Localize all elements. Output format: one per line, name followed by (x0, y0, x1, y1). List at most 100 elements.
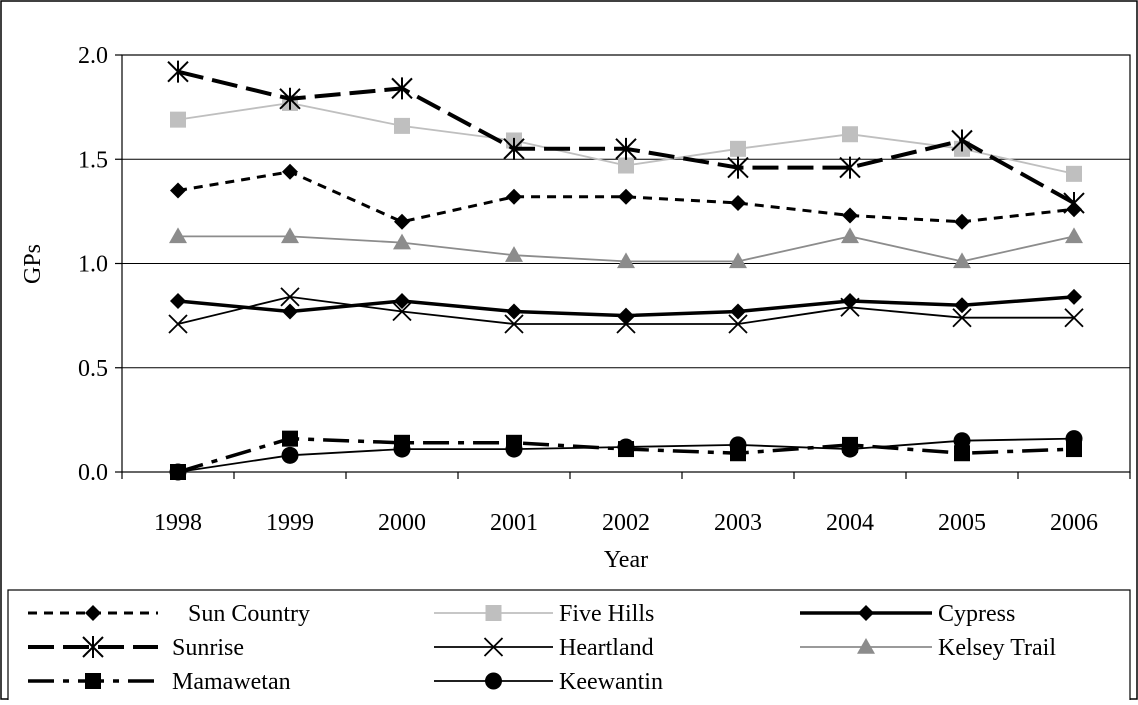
data-point-sun-country (394, 213, 410, 230)
x-tick-label: 1998 (154, 510, 202, 536)
data-point-five-hills (394, 117, 410, 134)
x-axis-label: Year (604, 547, 648, 573)
data-point-kelsey-trail (841, 227, 859, 244)
data-point-keewantin (729, 436, 747, 454)
data-point-sunrise (1063, 192, 1085, 215)
data-point-sun-country (954, 213, 970, 230)
legend-label: Mamawetan (172, 669, 291, 695)
data-point-sunrise (279, 87, 301, 110)
legend-marker (485, 672, 502, 690)
data-point-kelsey-trail (1065, 227, 1083, 244)
data-point-kelsey-trail (169, 227, 187, 244)
data-point-cypress (282, 303, 298, 320)
legend-label: Heartland (559, 635, 654, 661)
data-point-heartland (1064, 308, 1084, 328)
series-heartland (168, 287, 1084, 334)
y-axis-label: GPs (20, 244, 46, 284)
data-point-keewantin (617, 438, 635, 456)
data-point-kelsey-trail (953, 252, 971, 269)
y-tick-label: 0.5 (78, 356, 108, 382)
data-point-sunrise (503, 137, 525, 160)
data-point-five-hills (170, 111, 186, 128)
legend-item-sunrise: Sunrise (28, 635, 244, 661)
data-point-keewantin (841, 440, 859, 458)
x-tick-label: 2004 (826, 510, 874, 536)
series-kelsey-trail (169, 227, 1083, 269)
legend-marker (85, 673, 101, 689)
data-point-five-hills (1066, 165, 1082, 182)
data-point-sunrise (615, 137, 637, 160)
legend-item-sun-country: Sun Country (28, 601, 310, 627)
data-point-sun-country (842, 207, 858, 224)
data-point-sunrise (951, 129, 973, 152)
data-point-sunrise (727, 156, 749, 179)
data-point-cypress (842, 293, 858, 310)
x-tick-label: 2003 (714, 510, 762, 536)
data-point-cypress (394, 293, 410, 310)
data-point-heartland (392, 301, 412, 322)
data-point-heartland (616, 314, 636, 334)
legend-marker (82, 636, 104, 658)
y-tick-label: 2.0 (78, 43, 108, 69)
data-point-mamawetan (282, 430, 298, 447)
y-tick-label: 0.0 (78, 460, 108, 486)
data-point-cypress (730, 303, 746, 320)
data-point-cypress (170, 293, 186, 310)
y-tick-label: 1.0 (78, 252, 108, 278)
legend-item-keewantin: Keewantin (434, 669, 663, 695)
legend-marker (857, 638, 875, 654)
legend-marker (858, 605, 874, 621)
data-point-five-hills (842, 126, 858, 143)
data-point-mamawetan (954, 445, 970, 462)
data-point-sunrise (839, 156, 861, 179)
data-point-cypress (506, 303, 522, 320)
y-axis-ticks: 0.0 0.5 1.0 1.5 2.0 (78, 43, 122, 486)
x-tick-label: 2002 (602, 510, 650, 536)
data-point-sunrise (391, 77, 413, 100)
data-point-kelsey-trail (505, 246, 523, 262)
data-point-keewantin (393, 440, 411, 458)
data-point-heartland (168, 314, 188, 334)
data-point-kelsey-trail (729, 252, 747, 269)
data-point-cypress (1066, 288, 1082, 305)
data-point-keewantin (281, 446, 299, 464)
x-axis-ticks: 1998 1999 2000 2001 2002 2003 2004 2005 2006 (121, 472, 1131, 536)
data-point-kelsey-trail (393, 233, 411, 250)
legend-item-cypress: Cypress (800, 601, 1015, 627)
legend-item-kelsey-trail: Kelsey Trail (800, 635, 1056, 661)
legend-label: Kelsey Trail (938, 635, 1056, 661)
data-point-kelsey-trail (617, 252, 635, 269)
data-point-five-hills (618, 157, 634, 174)
data-point-keewantin (1065, 430, 1083, 448)
legend-marker (483, 637, 504, 657)
data-point-sunrise (167, 60, 189, 83)
legend-marker (85, 605, 101, 621)
data-point-heartland (952, 308, 972, 328)
data-point-heartland (280, 287, 300, 307)
data-point-heartland (504, 314, 524, 334)
data-point-keewantin (169, 463, 187, 481)
data-point-keewantin (953, 432, 971, 450)
legend-label: Cypress (938, 601, 1015, 627)
data-point-kelsey-trail (281, 227, 299, 244)
legend-marker (485, 605, 502, 621)
legend-label: Sunrise (172, 635, 244, 661)
data-point-sun-country (282, 163, 298, 180)
series-keewantin (169, 430, 1083, 481)
data-point-sun-country (506, 188, 522, 205)
series-cypress (170, 288, 1082, 324)
data-point-keewantin (505, 440, 523, 458)
data-point-heartland (728, 314, 748, 334)
data-point-five-hills (730, 140, 746, 157)
y-tick-label: 1.5 (78, 147, 108, 173)
legend-item-five-hills: Five Hills (434, 601, 654, 627)
series-lines (167, 60, 1085, 481)
data-point-sun-country (730, 195, 746, 212)
legend-label: Sun Country (188, 601, 310, 627)
x-tick-label: 1999 (266, 510, 314, 536)
legend-item-heartland: Heartland (434, 635, 654, 661)
legend-item-mamawetan: Mamawetan (28, 669, 291, 695)
x-tick-label: 2005 (938, 510, 986, 536)
legend-label: Five Hills (559, 601, 654, 627)
